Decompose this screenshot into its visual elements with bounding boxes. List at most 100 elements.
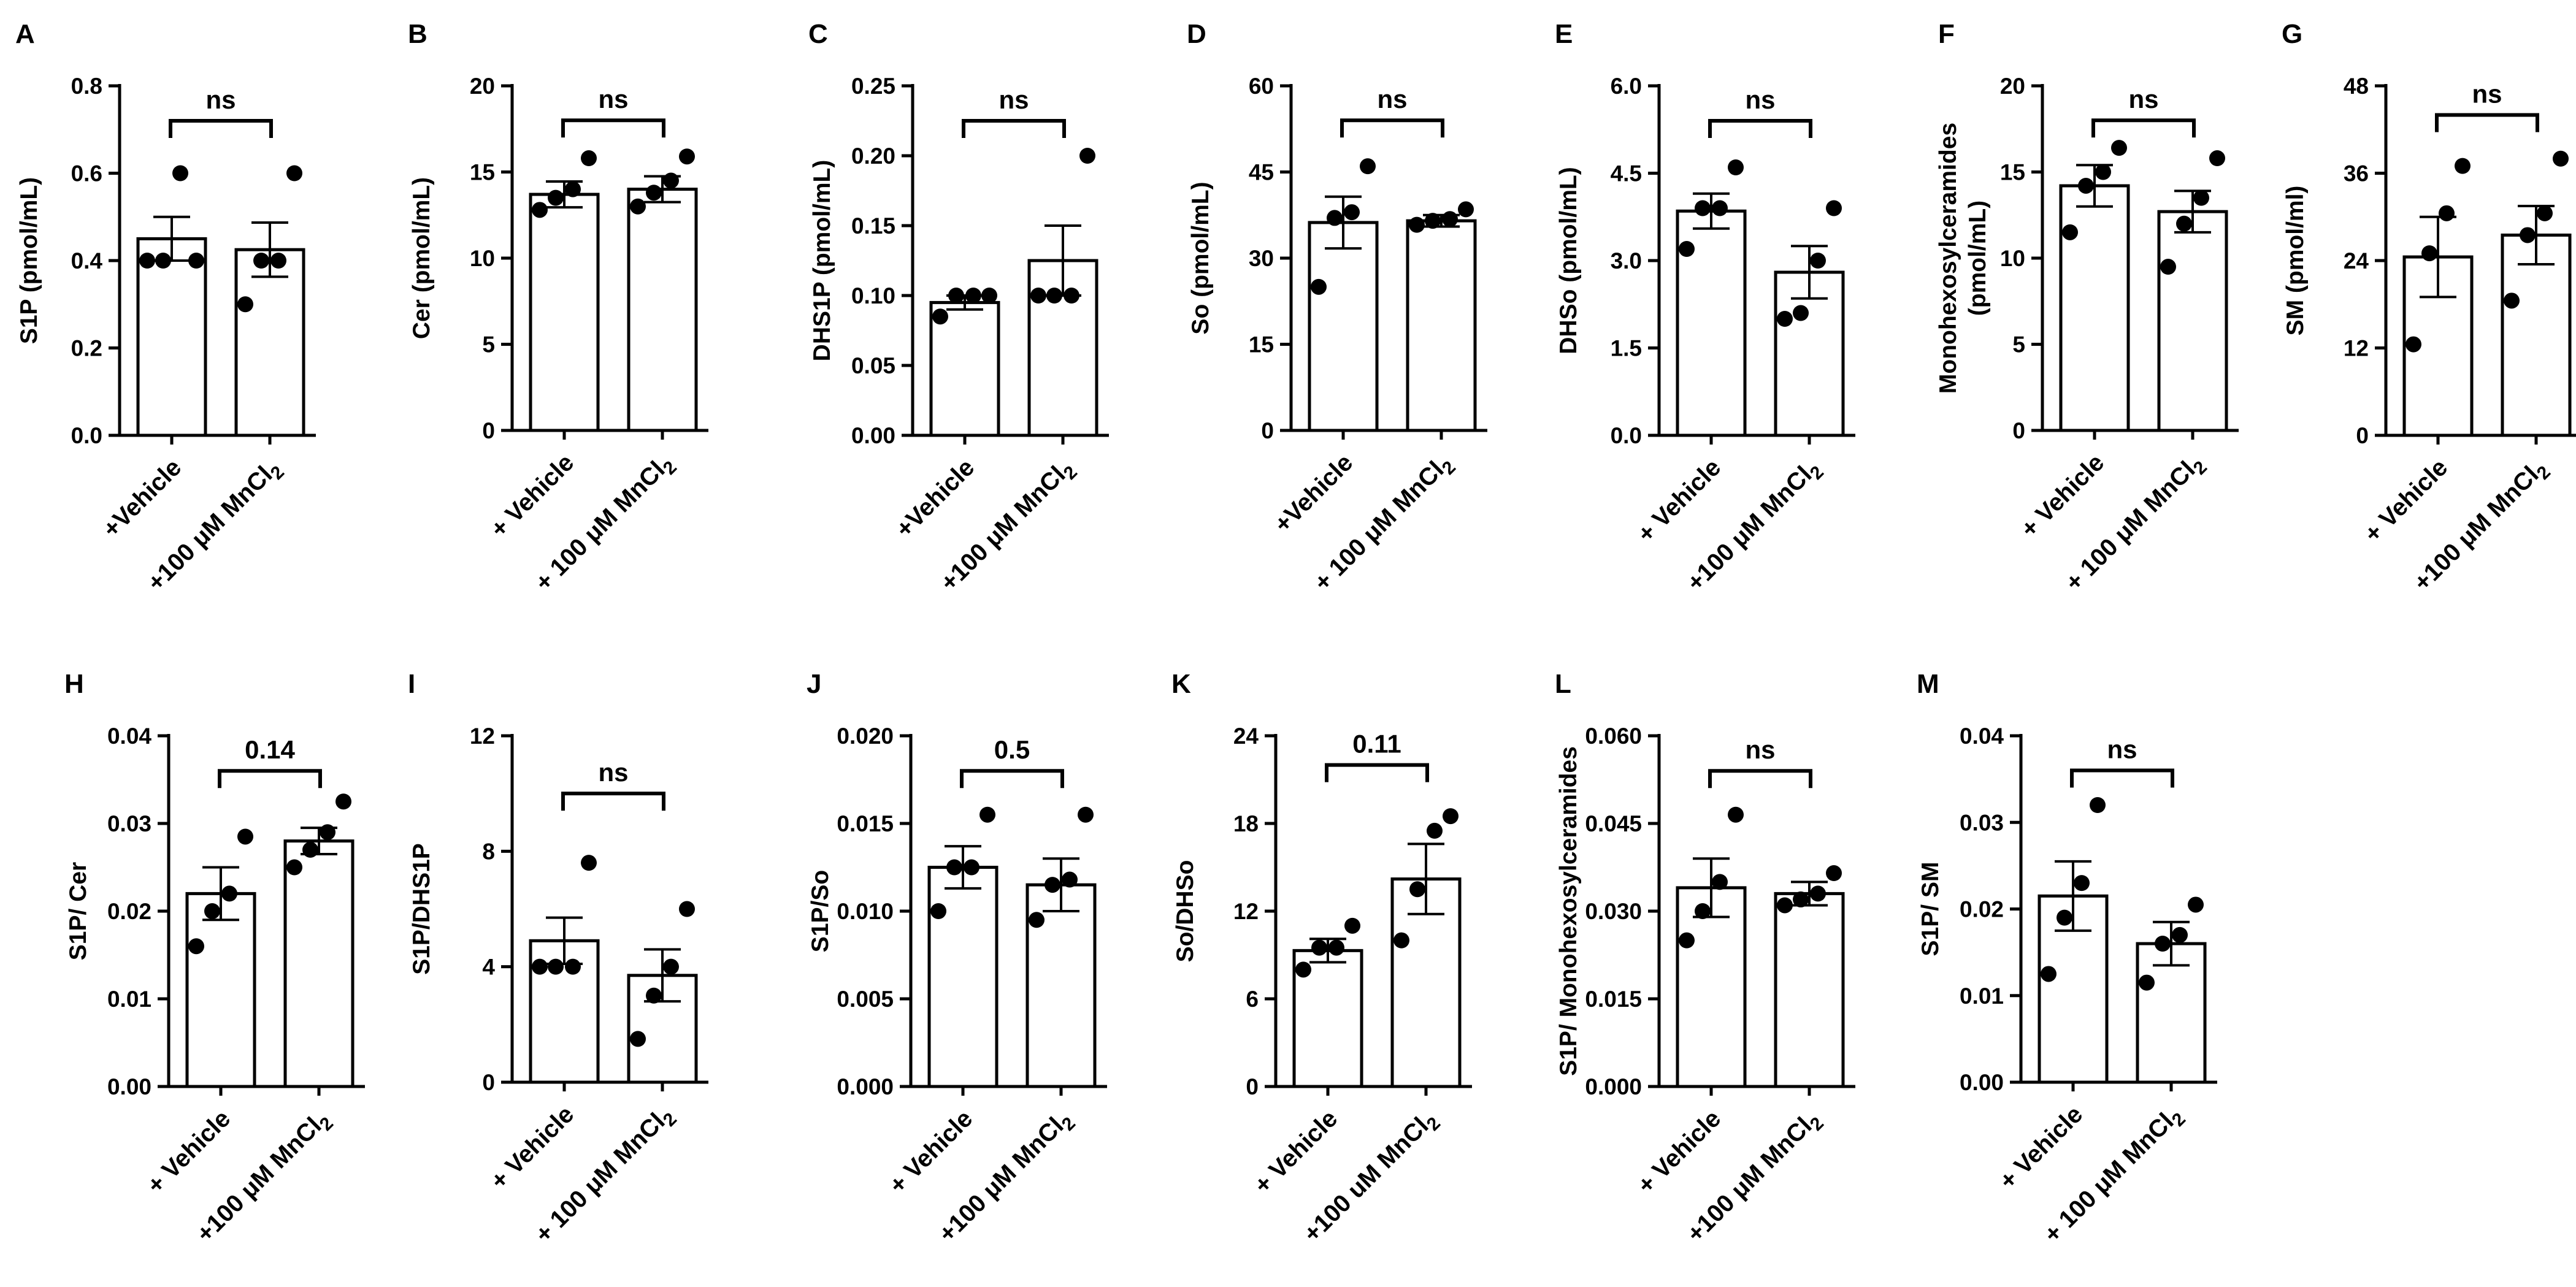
panel-letter: K <box>1171 669 1191 699</box>
y-axis-title: Monohexosylceramides (pmol/mL) <box>1935 123 1991 394</box>
y-tick-label: 0.01 <box>107 987 151 1012</box>
y-tick-label: 15 <box>470 160 495 185</box>
category-label: + Vehicle <box>485 449 579 543</box>
y-tick-label: 0.060 <box>1585 724 1642 749</box>
data-point <box>646 987 662 1004</box>
category-label: +Vehicle <box>98 454 186 543</box>
significance-label: ns <box>2472 80 2502 109</box>
data-point <box>932 308 948 325</box>
y-tick-label: 0.030 <box>1585 899 1642 924</box>
category-label: + Vehicle <box>2015 449 2109 543</box>
significance-label: ns <box>205 85 236 114</box>
panel-letter: F <box>1938 19 1955 49</box>
bar <box>2157 210 2228 432</box>
data-point <box>1393 932 1409 949</box>
category-text: +Vehicle <box>98 454 186 543</box>
significance-bracket <box>960 769 1064 789</box>
bar <box>234 248 305 437</box>
data-point <box>1679 932 1695 949</box>
y-axis-title: S1P/ Cer <box>65 862 91 960</box>
y-tick-label: 10 <box>2000 246 2025 271</box>
y-tick-label: 3.0 <box>1611 248 1642 273</box>
data-point <box>1064 288 1079 304</box>
data-point <box>679 901 695 917</box>
y-tick-label: 0.00 <box>851 423 895 448</box>
y-tick-label: 15 <box>2000 160 2025 185</box>
data-point <box>1712 200 1728 216</box>
significance-bracket <box>1325 763 1429 782</box>
data-point <box>1777 897 1793 914</box>
data-point <box>581 855 597 871</box>
y-axis-title: S1P/ Monohexosylceramides <box>1555 746 1582 1076</box>
category-text: + Vehicle <box>1994 1101 2088 1194</box>
y-axis-title-line1: Monohexosylceramides <box>1935 123 1961 394</box>
panel-letter: L <box>1555 669 1571 699</box>
data-point <box>2520 227 2536 243</box>
y-tick-label: 12 <box>2344 336 2369 361</box>
data-point <box>1030 288 1046 304</box>
data-point <box>2553 150 2569 167</box>
significance-label: ns <box>598 758 628 787</box>
y-tick-label: 0.01 <box>1960 983 2004 1009</box>
significance-label: ns <box>1745 735 1775 764</box>
y-tick-label: 5 <box>482 332 495 357</box>
y-tick-label: 0.04 <box>107 724 151 749</box>
y-tick-label: 0 <box>1261 418 1274 443</box>
category-text: + Vehicle <box>142 1105 236 1199</box>
data-point <box>948 288 964 304</box>
y-tick-label: 48 <box>2344 74 2369 99</box>
significance-label: ns <box>1745 85 1775 114</box>
y-tick-label: 0 <box>1246 1074 1259 1099</box>
data-point <box>1327 210 1343 226</box>
category-text: + Vehicle <box>485 449 579 543</box>
panel-letter: H <box>64 669 84 699</box>
significance-label: ns <box>999 85 1029 114</box>
data-point <box>2405 336 2421 353</box>
data-point <box>2057 909 2072 926</box>
data-point <box>532 958 548 975</box>
data-point <box>1062 871 1078 888</box>
data-point <box>548 189 564 206</box>
bar <box>627 188 698 432</box>
y-tick-label: 0.05 <box>851 353 895 378</box>
data-point <box>2160 259 2176 275</box>
y-tick-label: 0.03 <box>107 811 151 836</box>
data-point <box>1826 200 1842 216</box>
data-point <box>1793 305 1809 321</box>
panel-letter: E <box>1555 19 1573 49</box>
data-point <box>1826 865 1842 882</box>
data-point <box>1344 204 1360 221</box>
bar <box>529 193 600 432</box>
data-point <box>1079 148 1095 164</box>
significance-bracket <box>1708 119 1812 138</box>
panel-c: C DHS1P (pmol/mL) 0.00 0.05 0.10 0.15 0.20 0.25… <box>808 19 1109 597</box>
significance-bracket <box>2091 118 2196 138</box>
data-point <box>548 958 564 975</box>
category-label: + Vehicle <box>2359 454 2453 548</box>
data-point <box>221 885 237 902</box>
y-axis-title: SM (pmol/ml) <box>2282 186 2309 336</box>
bar <box>1406 219 1477 432</box>
bar <box>1308 221 1379 432</box>
significance-label: ns <box>598 85 628 113</box>
y-tick-label: 0.6 <box>71 161 102 186</box>
data-point <box>1409 216 1425 233</box>
panel-letter: M <box>1917 669 1939 699</box>
y-tick-label: 15 <box>1249 332 1274 357</box>
y-tick-label: 36 <box>2344 161 2369 186</box>
data-point <box>1777 311 1793 327</box>
data-point <box>172 165 188 181</box>
data-point <box>237 296 253 313</box>
y-tick-label: 0 <box>2356 423 2369 448</box>
data-point <box>1443 808 1459 825</box>
bar <box>929 300 1000 437</box>
data-point <box>1712 874 1728 890</box>
data-point <box>320 824 335 841</box>
data-point <box>1344 917 1360 934</box>
y-tick-label: 24 <box>2344 248 2369 273</box>
category-text: + Vehicle <box>884 1105 978 1199</box>
panel-letter: C <box>808 19 828 49</box>
category-label: +Vehicle <box>891 454 979 543</box>
